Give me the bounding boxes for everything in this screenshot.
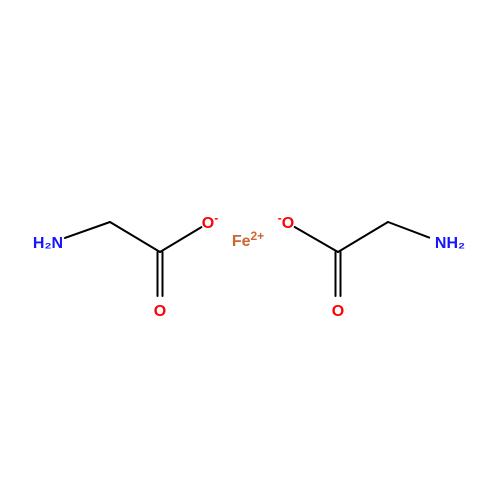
right-oxygen-double-label: O xyxy=(332,303,344,321)
left-oxygen-single-label: O- xyxy=(202,211,218,233)
right-oxygen-single-label: -O xyxy=(278,211,294,233)
right-nitrogen-label: NH₂ xyxy=(435,235,465,253)
iron-label: Fe2+ xyxy=(232,229,264,251)
left-oxygen-double-label: O xyxy=(154,303,166,321)
left-nitrogen-label: H₂N xyxy=(33,235,63,253)
